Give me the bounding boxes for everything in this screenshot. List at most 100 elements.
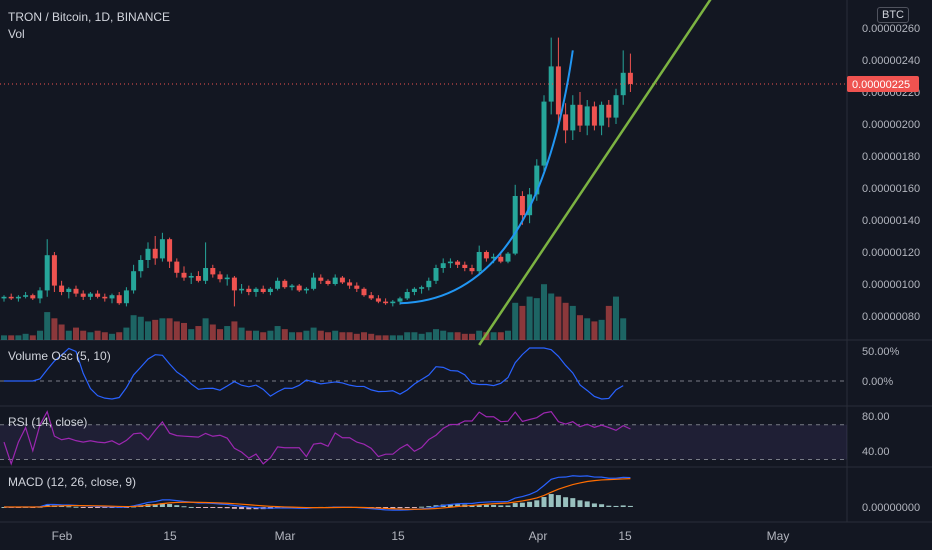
macd-histogram-bar [512, 503, 518, 507]
volume-legend: Vol [8, 27, 25, 41]
volume-bar [274, 326, 281, 340]
candle-body [95, 293, 101, 297]
volume-bar [310, 327, 317, 340]
candle-body [188, 276, 194, 278]
rsi-band [0, 424, 847, 460]
candle-body [80, 293, 86, 297]
macd-legend: MACD (12, 26, close, 9) [8, 475, 137, 489]
volume-bar [145, 321, 151, 340]
volume-bar [289, 332, 295, 340]
volume-bar [476, 330, 483, 340]
volume-bar [461, 333, 468, 340]
macd-histogram-bar [570, 498, 576, 507]
volume-bar [382, 335, 389, 340]
volume-bar [418, 333, 425, 340]
currency-badge[interactable]: BTC [877, 7, 909, 23]
volume-bar [505, 330, 511, 340]
candle-body [548, 66, 554, 102]
volume-bar [159, 318, 166, 340]
macd-histogram-bar [534, 500, 540, 507]
macd-histogram-bar [159, 503, 165, 507]
volume-bar [490, 332, 497, 340]
macd-histogram-bar [246, 507, 252, 510]
candle-body [591, 106, 597, 126]
candle-body [15, 296, 21, 299]
volume-bar [188, 329, 195, 340]
rsi-legend: RSI (14, close) [8, 415, 88, 429]
candle-body [584, 106, 590, 126]
volume-bar [425, 332, 432, 340]
candle-body [419, 287, 425, 289]
macd-histogram-bar [66, 506, 72, 508]
volume-bar [101, 332, 108, 340]
volume-bar [15, 335, 22, 340]
candle-body [51, 255, 57, 286]
candle-body [339, 277, 345, 283]
macd-histogram-bar [231, 507, 237, 509]
volume-bar [325, 332, 331, 340]
volume-bar [605, 305, 612, 340]
macd-histogram-bar [59, 505, 65, 507]
macd-histogram-bar [195, 507, 201, 508]
macd-histogram-bar [483, 504, 489, 507]
candle-body [512, 196, 518, 254]
candle-body [73, 288, 79, 294]
candle-body [224, 277, 230, 280]
candle-body [332, 277, 338, 284]
macd-histogram-bar [404, 507, 410, 508]
volume-bar [1, 335, 7, 340]
macd-histogram-bar [390, 507, 396, 509]
volume-bar [361, 332, 367, 340]
macd-histogram-bar [548, 494, 554, 507]
candle-body [1, 296, 7, 299]
candle-body [620, 72, 626, 96]
volume-bar [37, 330, 43, 340]
macd-histogram-bar [519, 502, 525, 507]
volume-bar [260, 332, 267, 340]
price-tick-label: 0.00000120 [862, 247, 920, 259]
candle-body [361, 288, 367, 296]
candle-body [375, 298, 381, 302]
volume-bar [555, 296, 562, 340]
macd-histogram-bar [498, 505, 504, 507]
candle-body [246, 288, 252, 292]
price-tick-label: 0.00000180 [862, 151, 920, 163]
volume-osc-tick-label: 50.00% [862, 346, 900, 358]
candle-body [599, 104, 605, 126]
candle-body [368, 295, 374, 299]
rsi-tick-label: 80.00 [862, 411, 890, 423]
macd-signal-line [3, 478, 631, 510]
volume-bar [375, 335, 382, 340]
volume-bar [512, 302, 519, 340]
candle-body [390, 301, 396, 304]
candle-body [440, 263, 446, 268]
volume-bar [267, 330, 274, 340]
time-tick-label: Apr [529, 529, 548, 543]
candle-body [455, 261, 461, 265]
macd-histogram-bar [224, 507, 230, 509]
volume-bar [224, 326, 231, 340]
time-tick-label: Feb [52, 529, 73, 543]
volume-bar [389, 335, 396, 340]
candle-body [44, 255, 50, 291]
candle-body [534, 165, 540, 195]
volume-bar [109, 333, 115, 340]
volume-bar [454, 332, 461, 340]
volume-bar [137, 316, 144, 340]
volume-bar [569, 305, 576, 340]
volume-bar [73, 327, 79, 340]
volume-bar [541, 284, 547, 340]
macd-histogram-bar [620, 505, 626, 507]
volume-bar [404, 332, 411, 340]
macd-histogram-bar [102, 507, 108, 508]
volume-bar [548, 293, 555, 340]
candle-body [447, 261, 453, 264]
candle-body [505, 253, 511, 262]
candle-body [23, 295, 29, 297]
candle-body [87, 293, 93, 297]
candle-body [555, 66, 561, 115]
macd-histogram-bar [109, 507, 115, 508]
macd-histogram-bar [476, 504, 482, 507]
macd-histogram-bar [527, 501, 533, 507]
